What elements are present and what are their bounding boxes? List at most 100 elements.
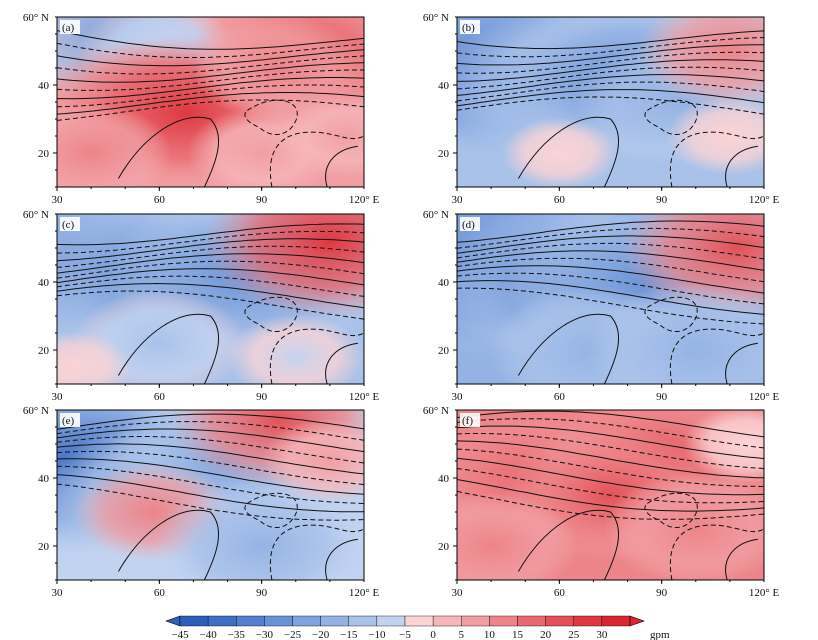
anomaly-cell (226, 314, 364, 384)
y-tick-label-top: 60° N (23, 405, 49, 417)
map-panel-d: (d) 30 60 90 120° E 20 40 60° N (423, 209, 780, 403)
x-tick-label: 90 (656, 391, 668, 403)
geopotential-contours (457, 220, 764, 384)
anomaly-cell (603, 472, 764, 580)
colorbar-label: −20 (312, 629, 330, 640)
y-tick-label: 40 (38, 473, 50, 485)
y-tick-label-top: 60° N (23, 209, 49, 221)
colorbar-arrow-left (165, 615, 181, 627)
colorbar-swatch (236, 615, 265, 627)
x-tick-label: 60 (154, 587, 166, 599)
anomaly-cell (277, 93, 364, 179)
colorbar-label: −30 (256, 629, 274, 640)
axis-ticks: 30 60 90 120° E 20 40 60° N (423, 209, 780, 403)
colorbar-label: −35 (228, 629, 246, 640)
colorbar-label: 25 (568, 629, 580, 640)
colorbar-swatch (376, 615, 406, 627)
colorbar-label: −25 (284, 629, 302, 640)
svg-text:(d): (d) (462, 219, 475, 231)
colorbar-swatch (517, 615, 546, 627)
anomaly-cell (57, 331, 132, 384)
colorbar-swatch (264, 615, 293, 627)
x-tick-label-end: 120° E (749, 391, 780, 403)
x-tick-label: 30 (452, 587, 464, 599)
x-tick-label: 90 (256, 587, 268, 599)
colorbar-swatch (461, 615, 490, 627)
panel-label: (e) (60, 413, 80, 427)
x-tick-label-end: 120° E (749, 194, 780, 206)
svg-text:(b): (b) (462, 22, 475, 34)
anomaly-cell (203, 214, 364, 319)
anomaly-cell (152, 478, 364, 580)
y-tick-label: 40 (38, 80, 50, 92)
axis-ticks: 30 60 90 120° E 20 40 60° N (423, 12, 780, 206)
x-tick-label: 30 (52, 587, 64, 599)
y-tick-label: 20 (38, 148, 50, 160)
map-panel-f: (f) 30 60 90 120° E 20 40 60° N (423, 405, 780, 599)
geopotential-contours (457, 410, 764, 580)
panel-label: (c) (60, 217, 80, 231)
x-tick-label: 30 (452, 194, 464, 206)
y-tick-label: 40 (438, 473, 450, 485)
anomaly-cell (586, 282, 764, 384)
anomaly-cell (501, 117, 618, 187)
x-tick-label: 90 (256, 194, 268, 206)
colorbar-label: −15 (340, 629, 358, 640)
y-tick-label: 20 (438, 345, 450, 357)
colorbar-label: 0 (430, 629, 436, 640)
colorbar-label: −40 (200, 629, 218, 640)
map-panel-b: (b) 30 60 90 120° E 20 40 60° N (423, 12, 780, 206)
map-panel-e: (e) 30 60 90 120° E 20 40 60° N (23, 405, 380, 599)
colorbar-label: −10 (368, 629, 386, 640)
x-tick-label-end: 120° E (349, 194, 380, 206)
colorbar-swatch (489, 615, 518, 627)
colorbar-units: gpm (650, 629, 670, 640)
x-tick-label: 60 (554, 391, 566, 403)
colorbar-swatch (292, 615, 321, 627)
geopotential-contours (57, 413, 364, 580)
map-panel-a: (a) 30 60 90 120° E 20 40 60° N (23, 12, 380, 206)
x-tick-label: 60 (154, 391, 166, 403)
y-tick-label: 40 (438, 277, 450, 289)
geopotential-contours (57, 30, 364, 187)
y-tick-label-top: 60° N (23, 12, 49, 24)
svg-text:(a): (a) (62, 22, 75, 34)
axis-ticks: 30 60 90 120° E 20 40 60° N (23, 12, 380, 206)
colorbar-label: −5 (399, 629, 411, 640)
colorbar-label: 5 (459, 629, 465, 640)
anomaly-cell (666, 96, 764, 176)
panel-label: (d) (460, 217, 480, 231)
axis-ticks: 30 60 90 120° E 20 40 60° N (23, 405, 380, 599)
colorbar-swatch (573, 615, 603, 627)
anomaly-cell (683, 410, 764, 484)
colorbar-swatch (601, 615, 631, 627)
x-tick-label: 90 (656, 587, 668, 599)
anomaly-cell (57, 103, 172, 187)
colorbar-swatch (404, 615, 434, 627)
y-tick-label-top: 60° N (423, 209, 449, 221)
y-tick-label-top: 60° N (423, 405, 449, 417)
x-tick-label: 90 (656, 194, 668, 206)
colorbar-label: 30 (596, 629, 608, 640)
geopotential-contours (457, 30, 764, 187)
y-tick-label: 40 (438, 80, 450, 92)
y-tick-label: 20 (438, 148, 450, 160)
y-tick-label: 20 (38, 541, 50, 553)
colorbar-label: 20 (540, 629, 552, 640)
colorbar-swatch (348, 615, 378, 627)
x-tick-label-end: 120° E (349, 587, 380, 599)
svg-text:(c): (c) (62, 219, 75, 231)
x-tick-label: 60 (554, 587, 566, 599)
axis-ticks: 30 60 90 120° E 20 40 60° N (423, 405, 780, 599)
colorbar-swatch (320, 615, 349, 627)
svg-text:(f): (f) (462, 415, 473, 427)
colorbar-swatch (545, 615, 574, 627)
colorbar-label: 15 (512, 629, 524, 640)
colorbar-swatch (179, 615, 209, 627)
svg-text:(e): (e) (62, 415, 75, 427)
x-tick-label-end: 120° E (349, 391, 380, 403)
axis-ticks: 30 60 90 120° E 20 40 60° N (23, 209, 380, 403)
x-tick-label: 30 (52, 194, 64, 206)
y-tick-label: 20 (38, 345, 50, 357)
